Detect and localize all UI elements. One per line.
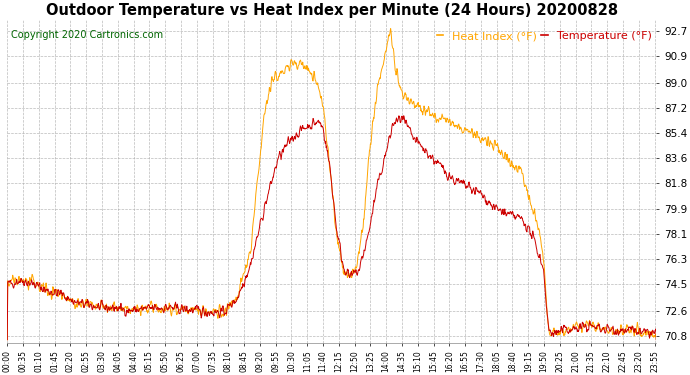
Temperature (°F): [518, 216, 526, 220]
Legend: Heat Index (°F), Temperature (°F): Heat Index (°F), Temperature (°F): [432, 27, 656, 46]
Temperature (°F): [652, 338, 660, 342]
Temperature (°F): [3, 338, 12, 342]
Heat Index (°F): [132, 308, 140, 313]
Temperature (°F): [220, 313, 228, 318]
Title: Outdoor Temperature vs Heat Index per Minute (24 Hours) 20200828: Outdoor Temperature vs Heat Index per Mi…: [46, 3, 618, 18]
Heat Index (°F): [652, 338, 660, 342]
Heat Index (°F): [148, 300, 156, 304]
Heat Index (°F): [518, 171, 526, 176]
Heat Index (°F): [386, 26, 395, 31]
Heat Index (°F): [433, 117, 442, 122]
Temperature (°F): [400, 114, 408, 118]
Line: Temperature (°F): Temperature (°F): [8, 116, 656, 340]
Text: Copyright 2020 Cartronics.com: Copyright 2020 Cartronics.com: [10, 30, 163, 40]
Line: Heat Index (°F): Heat Index (°F): [8, 28, 656, 340]
Temperature (°F): [433, 158, 442, 162]
Temperature (°F): [148, 305, 156, 310]
Temperature (°F): [575, 323, 584, 328]
Temperature (°F): [132, 308, 140, 312]
Heat Index (°F): [220, 313, 228, 318]
Heat Index (°F): [3, 338, 12, 342]
Heat Index (°F): [575, 325, 584, 330]
